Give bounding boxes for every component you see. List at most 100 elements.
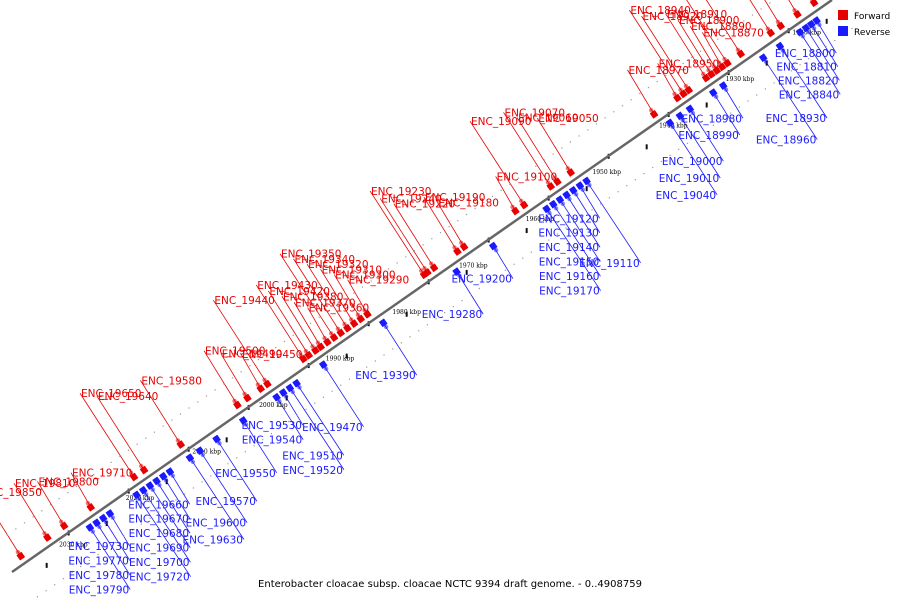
gene-label-enc_19360[interactable]: ENC_19360 <box>309 303 369 315</box>
gene-feature-enc_18820[interactable] <box>801 23 811 33</box>
gene-feature-enc_18950[interactable] <box>673 93 682 103</box>
gene-feature-enc_19390[interactable] <box>378 318 388 328</box>
gene-feature-enc_19150[interactable] <box>555 195 565 204</box>
gene-feature-enc_18960[interactable] <box>758 53 768 63</box>
gene-label-enc_19060[interactable]: ENC_19060 <box>518 113 578 125</box>
gene-label-enc_19000[interactable]: ENC_19000 <box>662 156 722 168</box>
gene-feature-enc_19680[interactable] <box>152 476 161 486</box>
gene-label-enc_19430[interactable]: ENC_19430 <box>257 280 317 292</box>
gene-label-enc_19310[interactable]: ENC_19310 <box>322 264 382 276</box>
gene-label-enc_19100[interactable]: ENC_19100 <box>497 171 557 183</box>
gene-label-enc_19780[interactable]: ENC_19780 <box>69 570 129 582</box>
gene-feature-enc_19530[interactable] <box>278 388 288 397</box>
gene-label-enc_18960[interactable]: ENC_18960 <box>756 135 816 147</box>
gene-label-enc_19730[interactable]: ENC_19730 <box>68 541 128 553</box>
gene-label-enc_19790[interactable]: ENC_19790 <box>69 585 129 597</box>
gene-label-enc_19580[interactable]: ENC_19580 <box>141 375 201 387</box>
gene-feature-enc_18800[interactable] <box>812 16 821 25</box>
gene-feature-enc_19190[interactable] <box>453 247 462 256</box>
gene-label-enc_19510[interactable]: ENC_19510 <box>282 450 342 462</box>
gene-feature-enc_19310[interactable] <box>349 319 359 329</box>
gene-feature-enc_19070[interactable] <box>546 181 556 191</box>
gene-label-enc_19720[interactable]: ENC_19720 <box>129 572 189 584</box>
gene-label-enc_19180[interactable]: ENC_19180 <box>438 197 498 209</box>
gene-label-enc_19640[interactable]: ENC_19640 <box>98 391 158 403</box>
gene-feature-enc_19650[interactable] <box>129 472 139 482</box>
gene-label-enc_19490[interactable]: ENC_19490 <box>222 349 282 361</box>
gene-feature-enc_19010[interactable] <box>675 111 685 121</box>
gene-label-enc_19380[interactable]: ENC_19380 <box>283 291 343 303</box>
gene-feature-enc_19090[interactable] <box>519 200 529 210</box>
gene-label-enc_19470[interactable]: ENC_19470 <box>302 422 362 434</box>
gene-label-enc_19140[interactable]: ENC_19140 <box>539 242 599 254</box>
gene-label-enc_18990[interactable]: ENC_18990 <box>678 130 738 142</box>
gene-label-enc_19130[interactable]: ENC_19130 <box>538 228 598 240</box>
gene-feature-enc_19490[interactable] <box>243 393 252 403</box>
gene-label-enc_19010[interactable]: ENC_19010 <box>659 173 719 185</box>
gene-feature-enc_19660[interactable] <box>165 467 175 477</box>
gene-label-enc_19290[interactable]: ENC_19290 <box>349 275 409 287</box>
gene-feature-enc_19170[interactable] <box>542 204 551 214</box>
gene-label-enc_19320[interactable]: ENC_19320 <box>308 259 368 271</box>
gene-feature-enc_19800[interactable] <box>59 521 69 531</box>
gene-label-enc_19660[interactable]: ENC_19660 <box>128 499 188 511</box>
gene-feature-enc_19670[interactable] <box>158 471 168 481</box>
gene-feature-enc_19520[interactable] <box>285 383 295 393</box>
gene-feature-enc_19340[interactable] <box>336 328 346 338</box>
gene-label-enc_18980[interactable]: ENC_18980 <box>682 113 742 125</box>
gene-label-enc_19230[interactable]: ENC_19230 <box>371 186 431 198</box>
gene-feature-enc_19000[interactable] <box>685 104 695 114</box>
gene-label-enc_19340[interactable]: ENC_19340 <box>295 254 355 266</box>
gene-feature-enc_19280[interactable] <box>452 267 461 277</box>
gene-feature-enc_19220[interactable] <box>429 263 439 273</box>
gene-label-enc_19220[interactable]: ENC_19220 <box>395 199 455 211</box>
gene-label-enc_18910[interactable]: ENC_18910 <box>667 9 727 21</box>
gene-feature-enc_18760[interactable] <box>776 21 786 31</box>
gene-label-enc_19670[interactable]: ENC_19670 <box>128 514 188 526</box>
gene-feature-enc_18980[interactable] <box>718 81 728 91</box>
gene-label-enc_18810[interactable]: ENC_18810 <box>776 62 836 74</box>
gene-label-enc_19680[interactable]: ENC_19680 <box>129 528 189 540</box>
gene-label-enc_19050[interactable]: ENC_19050 <box>538 113 598 125</box>
gene-feature-enc_19450[interactable] <box>256 384 266 394</box>
gene-feature-enc_19110[interactable] <box>582 176 591 186</box>
gene-label-enc_18930[interactable]: ENC_18930 <box>766 113 826 125</box>
gene-feature-enc_19430[interactable] <box>299 354 308 364</box>
gene-label-enc_19090[interactable]: ENC_19090 <box>471 116 531 128</box>
gene-feature-enc_18840[interactable] <box>795 27 805 37</box>
gene-label-enc_19570[interactable]: ENC_19570 <box>195 496 255 508</box>
gene-label-enc_19650[interactable]: ENC_19650 <box>81 388 141 400</box>
gene-label-enc_19190[interactable]: ENC_19190 <box>425 192 485 204</box>
gene-label-enc_19040[interactable]: ENC_19040 <box>656 190 716 202</box>
gene-label-enc_19070[interactable]: ENC_19070 <box>505 107 565 119</box>
gene-label-enc_18890[interactable]: ENC_18890 <box>691 21 751 33</box>
gene-feature-enc_19200[interactable] <box>488 241 498 251</box>
gene-feature-enc_19290[interactable] <box>363 309 372 319</box>
gene-feature-enc_18710[interactable] <box>809 0 819 8</box>
gene-label-enc_19630[interactable]: ENC_19630 <box>183 535 243 547</box>
gene-feature-enc_19370[interactable] <box>316 342 326 352</box>
gene-label-enc_19700[interactable]: ENC_19700 <box>129 557 189 569</box>
gene-feature-enc_18970[interactable] <box>649 109 659 119</box>
gene-feature-enc_18940[interactable] <box>679 89 688 99</box>
gene-label-enc_19200[interactable]: ENC_19200 <box>452 274 512 286</box>
gene-feature-enc_19550[interactable] <box>238 416 248 425</box>
gene-feature-enc_19770[interactable] <box>98 513 108 523</box>
gene-label-enc_19350[interactable]: ENC_19350 <box>281 249 341 261</box>
gene-feature-enc_19780[interactable] <box>92 518 101 528</box>
gene-feature-enc_19470[interactable] <box>318 360 328 370</box>
gene-label-enc_19710[interactable]: ENC_19710 <box>72 468 132 480</box>
gene-feature-enc_19690[interactable] <box>145 481 155 490</box>
gene-feature-enc_19100[interactable] <box>511 206 520 216</box>
gene-label-enc_19110[interactable]: ENC_19110 <box>579 258 639 270</box>
gene-feature-enc_19060[interactable] <box>553 177 562 187</box>
gene-feature-enc_19700[interactable] <box>138 485 148 495</box>
gene-feature-enc_18890[interactable] <box>712 66 722 76</box>
gene-label-enc_19520[interactable]: ENC_19520 <box>283 465 343 477</box>
gene-label-enc_19800[interactable]: ENC_19800 <box>38 476 98 488</box>
gene-label-enc_18950[interactable]: ENC_18950 <box>659 58 719 70</box>
gene-label-enc_18800[interactable]: ENC_18800 <box>775 48 835 60</box>
gene-feature-enc_18740[interactable] <box>793 9 802 19</box>
gene-label-enc_18940[interactable]: ENC_18940 <box>630 5 690 17</box>
gene-feature-enc_19580[interactable] <box>176 440 186 449</box>
